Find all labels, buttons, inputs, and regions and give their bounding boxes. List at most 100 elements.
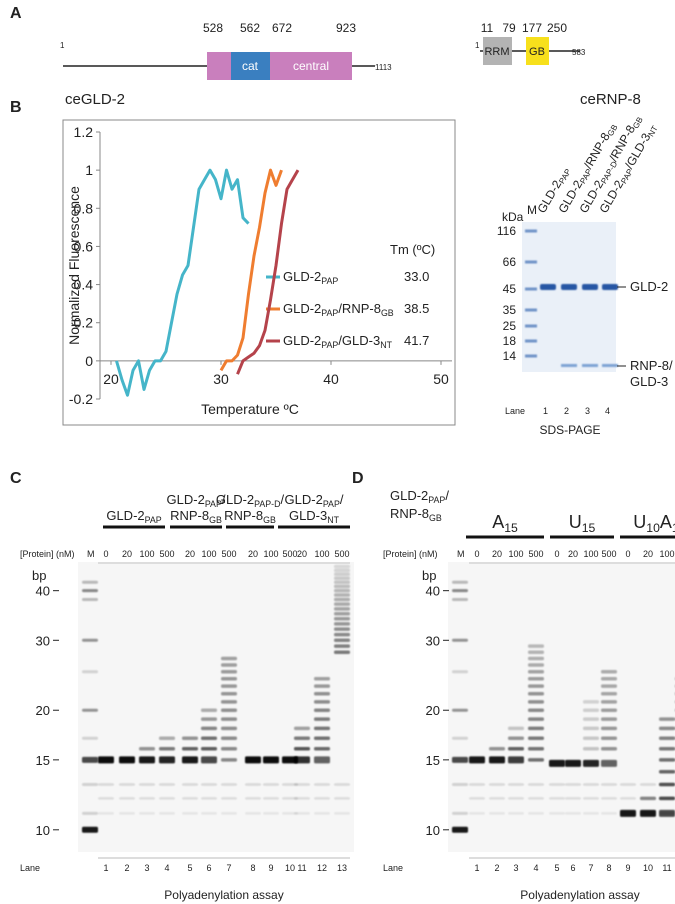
gel-band	[139, 783, 155, 786]
gel-band	[314, 708, 330, 712]
tm-value: 38.5	[404, 301, 429, 316]
enzyme-label: RNP-8GB	[390, 506, 442, 523]
gel-band	[540, 284, 556, 290]
concentration: 100	[201, 549, 216, 559]
gel-band	[469, 797, 485, 800]
x-axis-title: Temperature ºC	[201, 401, 299, 417]
domain-box	[231, 52, 270, 80]
gel-band	[314, 684, 330, 688]
y-tick-label: 0.4	[74, 277, 94, 293]
gel-band	[201, 726, 217, 731]
gel-band	[245, 812, 261, 815]
gel-band	[221, 684, 237, 688]
gel-band	[528, 663, 544, 667]
gel-band	[182, 783, 198, 786]
gel-band	[452, 783, 468, 787]
text-part: GLD-2	[285, 492, 323, 507]
domain-label: RRM	[484, 46, 509, 58]
gel-band	[334, 650, 350, 654]
gel-band	[583, 700, 599, 704]
domain-box	[207, 52, 352, 80]
gel-band	[602, 284, 618, 290]
gel-band	[98, 812, 114, 815]
gel-caption: Polyadenylation assay	[164, 888, 283, 902]
bp-tick-label: 40	[426, 584, 440, 599]
gel-band	[82, 811, 98, 815]
gel-band	[314, 756, 330, 764]
concentration: 100	[263, 549, 278, 559]
gel-band	[549, 797, 565, 800]
marker-size: 66	[503, 255, 517, 269]
gel-band	[82, 598, 98, 602]
x-tick-label: 30	[213, 371, 229, 387]
position-label: 583	[572, 48, 586, 57]
gel-band	[601, 708, 617, 712]
gel-band	[452, 589, 468, 593]
gel-band	[294, 756, 310, 764]
gel	[448, 562, 675, 852]
gel-band	[528, 758, 544, 762]
gel-band	[549, 812, 565, 815]
lane-number: 6	[570, 863, 575, 873]
concentration: 20	[248, 549, 258, 559]
gel-band	[334, 611, 350, 616]
gel-band	[182, 736, 198, 741]
gel-band	[139, 812, 155, 815]
concentration: 20	[568, 549, 578, 559]
lane-number: 4	[605, 406, 610, 416]
gel-band	[489, 797, 505, 800]
concentration: 20	[492, 549, 502, 559]
marker-size: 35	[503, 303, 517, 317]
gel-band	[452, 638, 468, 642]
gel-band	[525, 324, 537, 328]
panel-label: A	[10, 5, 22, 22]
gel-band	[245, 756, 261, 764]
gel-band	[452, 580, 468, 584]
gel-band	[528, 650, 544, 654]
gel-band	[659, 746, 675, 751]
position-label: 1113	[375, 63, 392, 72]
concentration: 20	[297, 549, 307, 559]
marker-size: 45	[503, 282, 517, 296]
marker-size: 14	[503, 349, 517, 363]
band-label: GLD-2	[630, 279, 668, 294]
enzyme-label: GLD-2PAP/	[390, 488, 449, 505]
lane-number: 7	[226, 863, 231, 873]
gel-band	[245, 797, 261, 800]
gel-band	[221, 717, 237, 721]
bp-label: bp	[422, 568, 436, 583]
gel-band	[528, 717, 544, 721]
group-label: U15	[569, 512, 596, 535]
y-axis-title: Normalized Fluorescence	[66, 186, 82, 345]
protein-label: [Protein] (nM)	[20, 549, 75, 559]
subscript: 1	[672, 521, 675, 535]
text-part: GLD-2	[216, 492, 254, 507]
text-part: RNP-8	[224, 508, 263, 523]
gel-band	[82, 736, 98, 740]
subscript: PAP	[321, 308, 338, 318]
gel-band	[528, 726, 544, 731]
gel-band	[528, 684, 544, 688]
gel-band	[201, 783, 217, 786]
gel-band	[245, 783, 261, 786]
gel-band	[98, 797, 114, 800]
concentration: 500	[221, 549, 236, 559]
gel-band	[549, 783, 565, 786]
gel-band	[294, 797, 310, 800]
gel-band	[182, 812, 198, 815]
gel-band	[659, 809, 675, 817]
gel-band	[528, 644, 544, 648]
lane-number: 9	[625, 863, 630, 873]
gel-band	[159, 736, 175, 741]
text-part: /	[445, 488, 449, 503]
gel-band	[282, 783, 298, 786]
y-tick-label: 0	[85, 353, 93, 369]
gel-band	[601, 726, 617, 731]
bp-tick-label: 15	[426, 753, 440, 768]
gel-band	[452, 708, 468, 712]
gel-band	[263, 797, 279, 800]
gel-band	[334, 632, 350, 637]
gel-band	[294, 726, 310, 731]
gel-band	[489, 783, 505, 786]
gel-band	[159, 746, 175, 751]
